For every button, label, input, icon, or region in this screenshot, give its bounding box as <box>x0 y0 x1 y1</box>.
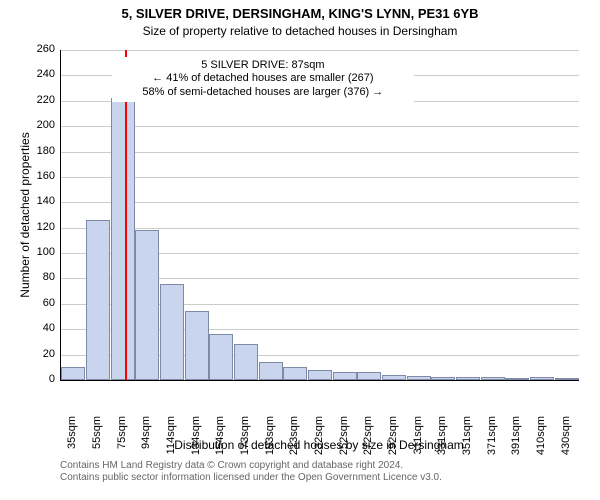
chart-container: 5, SILVER DRIVE, DERSINGHAM, KING'S LYNN… <box>0 0 600 500</box>
x-tick-label: 292sqm <box>387 416 399 466</box>
bar <box>456 377 480 380</box>
chart-title: 5, SILVER DRIVE, DERSINGHAM, KING'S LYNN… <box>0 6 600 21</box>
bar <box>111 98 135 380</box>
bar <box>135 230 159 380</box>
x-tick-label: 134sqm <box>190 416 202 466</box>
grid-line <box>61 50 579 51</box>
bar <box>234 344 258 380</box>
bar <box>481 377 505 380</box>
bar <box>382 375 406 380</box>
y-tick-label: 60 <box>25 297 55 309</box>
x-tick-label: 55sqm <box>91 416 103 466</box>
y-tick-label: 200 <box>25 119 55 131</box>
y-tick-label: 160 <box>25 170 55 182</box>
bar <box>259 362 283 380</box>
grid-line <box>61 202 579 203</box>
annotation-line1: 5 SILVER DRIVE: 87sqm <box>118 59 408 73</box>
y-tick-label: 220 <box>25 94 55 106</box>
x-tick-label: 114sqm <box>165 416 177 466</box>
x-tick-label: 391sqm <box>510 416 522 466</box>
bar <box>555 378 579 380</box>
footer-line2: Contains public sector information licen… <box>60 472 442 484</box>
bar <box>505 378 529 380</box>
x-tick-label: 213sqm <box>288 416 300 466</box>
bar <box>333 372 357 380</box>
bar <box>185 311 209 380</box>
x-tick-label: 371sqm <box>486 416 498 466</box>
bar <box>407 376 431 380</box>
grid-line <box>61 228 579 229</box>
bar <box>357 372 381 380</box>
y-tick-label: 40 <box>25 322 55 334</box>
x-tick-label: 232sqm <box>313 416 325 466</box>
chart-subtitle: Size of property relative to detached ho… <box>0 24 600 38</box>
x-tick-label: 75sqm <box>116 416 128 466</box>
x-tick-label: 311sqm <box>412 416 424 466</box>
y-tick-label: 20 <box>25 348 55 360</box>
annotation-line3: 58% of semi-detached houses are larger (… <box>118 86 408 100</box>
x-tick-label: 430sqm <box>560 416 572 466</box>
y-tick-label: 120 <box>25 221 55 233</box>
annotation-box: 5 SILVER DRIVE: 87sqm ← 41% of detached … <box>112 57 414 102</box>
y-tick-label: 260 <box>25 43 55 55</box>
y-tick-label: 140 <box>25 195 55 207</box>
grid-line <box>61 126 579 127</box>
y-tick-label: 0 <box>25 373 55 385</box>
grid-line <box>61 152 579 153</box>
bar <box>283 367 307 380</box>
y-tick-label: 80 <box>25 271 55 283</box>
x-tick-label: 331sqm <box>436 416 448 466</box>
x-tick-label: 173sqm <box>239 416 251 466</box>
x-tick-label: 351sqm <box>461 416 473 466</box>
bar <box>530 377 554 380</box>
x-tick-label: 252sqm <box>338 416 350 466</box>
y-tick-label: 240 <box>25 68 55 80</box>
x-tick-label: 272sqm <box>362 416 374 466</box>
bar <box>61 367 85 380</box>
x-tick-label: 35sqm <box>66 416 78 466</box>
bar <box>308 370 332 380</box>
bar <box>209 334 233 380</box>
x-tick-label: 410sqm <box>535 416 547 466</box>
y-tick-label: 180 <box>25 145 55 157</box>
grid-line <box>61 177 579 178</box>
x-tick-label: 94sqm <box>140 416 152 466</box>
x-tick-label: 193sqm <box>264 416 276 466</box>
annotation-line2: ← 41% of detached houses are smaller (26… <box>118 72 408 86</box>
bar <box>86 220 110 380</box>
x-tick-label: 154sqm <box>214 416 226 466</box>
y-tick-label: 100 <box>25 246 55 258</box>
bar <box>160 284 184 380</box>
bar <box>431 377 455 380</box>
